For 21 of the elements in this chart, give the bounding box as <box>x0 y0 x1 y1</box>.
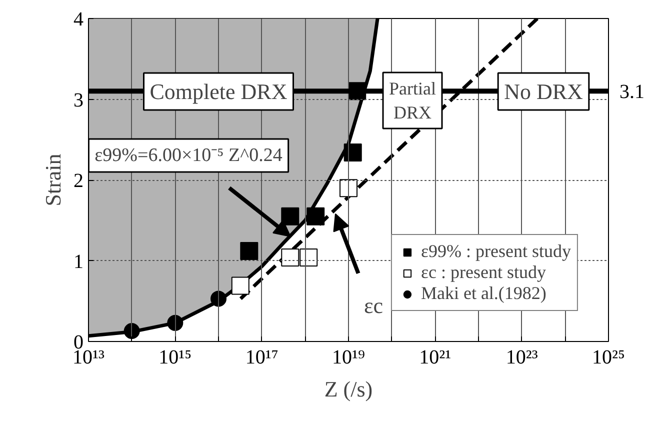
x-tick-label: 10²¹ <box>419 346 452 368</box>
y-tick-label: 3 <box>74 89 84 112</box>
y-tick-label: 1 <box>74 250 84 273</box>
y-tick-label: 4 <box>74 8 84 30</box>
x-tick-label: 10¹⁷ <box>245 346 278 368</box>
annotation: Complete DRX <box>150 79 288 104</box>
annotation: Partial DRX <box>389 78 436 122</box>
legend-label: εc : present study <box>420 262 546 283</box>
y-tick-label: 2 <box>74 170 84 192</box>
x-tick-label: 10²³ <box>506 346 538 368</box>
legend-label: Maki et al.(1982) <box>420 283 546 304</box>
x-tick-label: 10²⁵ <box>592 346 625 368</box>
annotation: No DRX <box>504 79 584 104</box>
annotation: ε99%=6.00×10⁻⁵ Z^0.24 <box>94 145 283 166</box>
ref-line-label: 3.1 <box>620 81 644 104</box>
legend-label: ε99% : present study <box>420 241 571 262</box>
annotation: εc <box>364 293 384 318</box>
x-axis-title: Z (/s) <box>324 376 373 402</box>
x-tick-label: 10¹⁵ <box>158 346 192 368</box>
x-tick-label: 10¹⁹ <box>332 346 366 368</box>
y-axis-title: Strain <box>40 154 66 206</box>
